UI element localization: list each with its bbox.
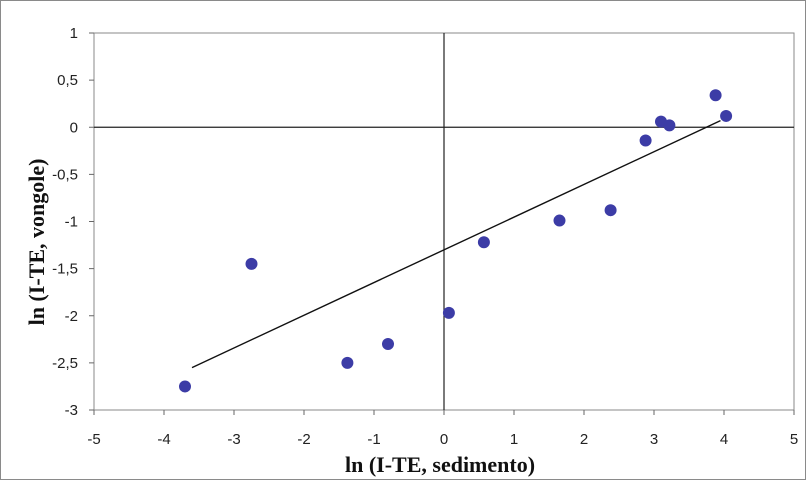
x-tick-label: -1 <box>367 431 380 448</box>
trendline <box>191 120 721 369</box>
data-point <box>553 214 566 227</box>
x-tick-label: -4 <box>157 431 170 448</box>
data-point <box>639 134 652 147</box>
y-tick-label: -2 <box>65 308 78 325</box>
x-tick-label: -5 <box>87 431 100 448</box>
data-point <box>663 119 676 132</box>
x-tick-label: 4 <box>720 431 728 448</box>
y-tick-label: -1,5 <box>52 261 78 278</box>
data-point <box>245 257 258 270</box>
x-axis-title: ln (I-TE, sedimento) <box>345 452 535 477</box>
data-point <box>477 236 490 249</box>
x-tick-label: 0 <box>440 431 448 448</box>
data-point <box>720 109 733 122</box>
y-tick-label: -0,5 <box>52 166 78 183</box>
x-tick-label: 1 <box>510 431 518 448</box>
x-tick-label: -3 <box>227 431 240 448</box>
y-tick-label: 0,5 <box>57 72 78 89</box>
y-tick-label: -3 <box>65 402 78 419</box>
x-tick-label: 3 <box>650 431 658 448</box>
y-tick-label: 1 <box>70 25 78 42</box>
data-point <box>382 338 394 351</box>
data-point <box>709 89 722 102</box>
x-tick-label: 5 <box>790 431 798 448</box>
data-point <box>604 204 617 217</box>
y-tick-label: 0 <box>70 119 78 136</box>
x-tick-label: -2 <box>297 431 310 448</box>
x-tick-label: 2 <box>580 431 588 448</box>
data-point <box>442 306 455 319</box>
data-point <box>341 356 354 369</box>
y-axis-title: ln (I-TE, vongole) <box>24 159 49 326</box>
y-tick-label: -2,5 <box>52 355 78 372</box>
data-point <box>179 380 191 393</box>
y-tick-label: -1 <box>65 214 78 231</box>
